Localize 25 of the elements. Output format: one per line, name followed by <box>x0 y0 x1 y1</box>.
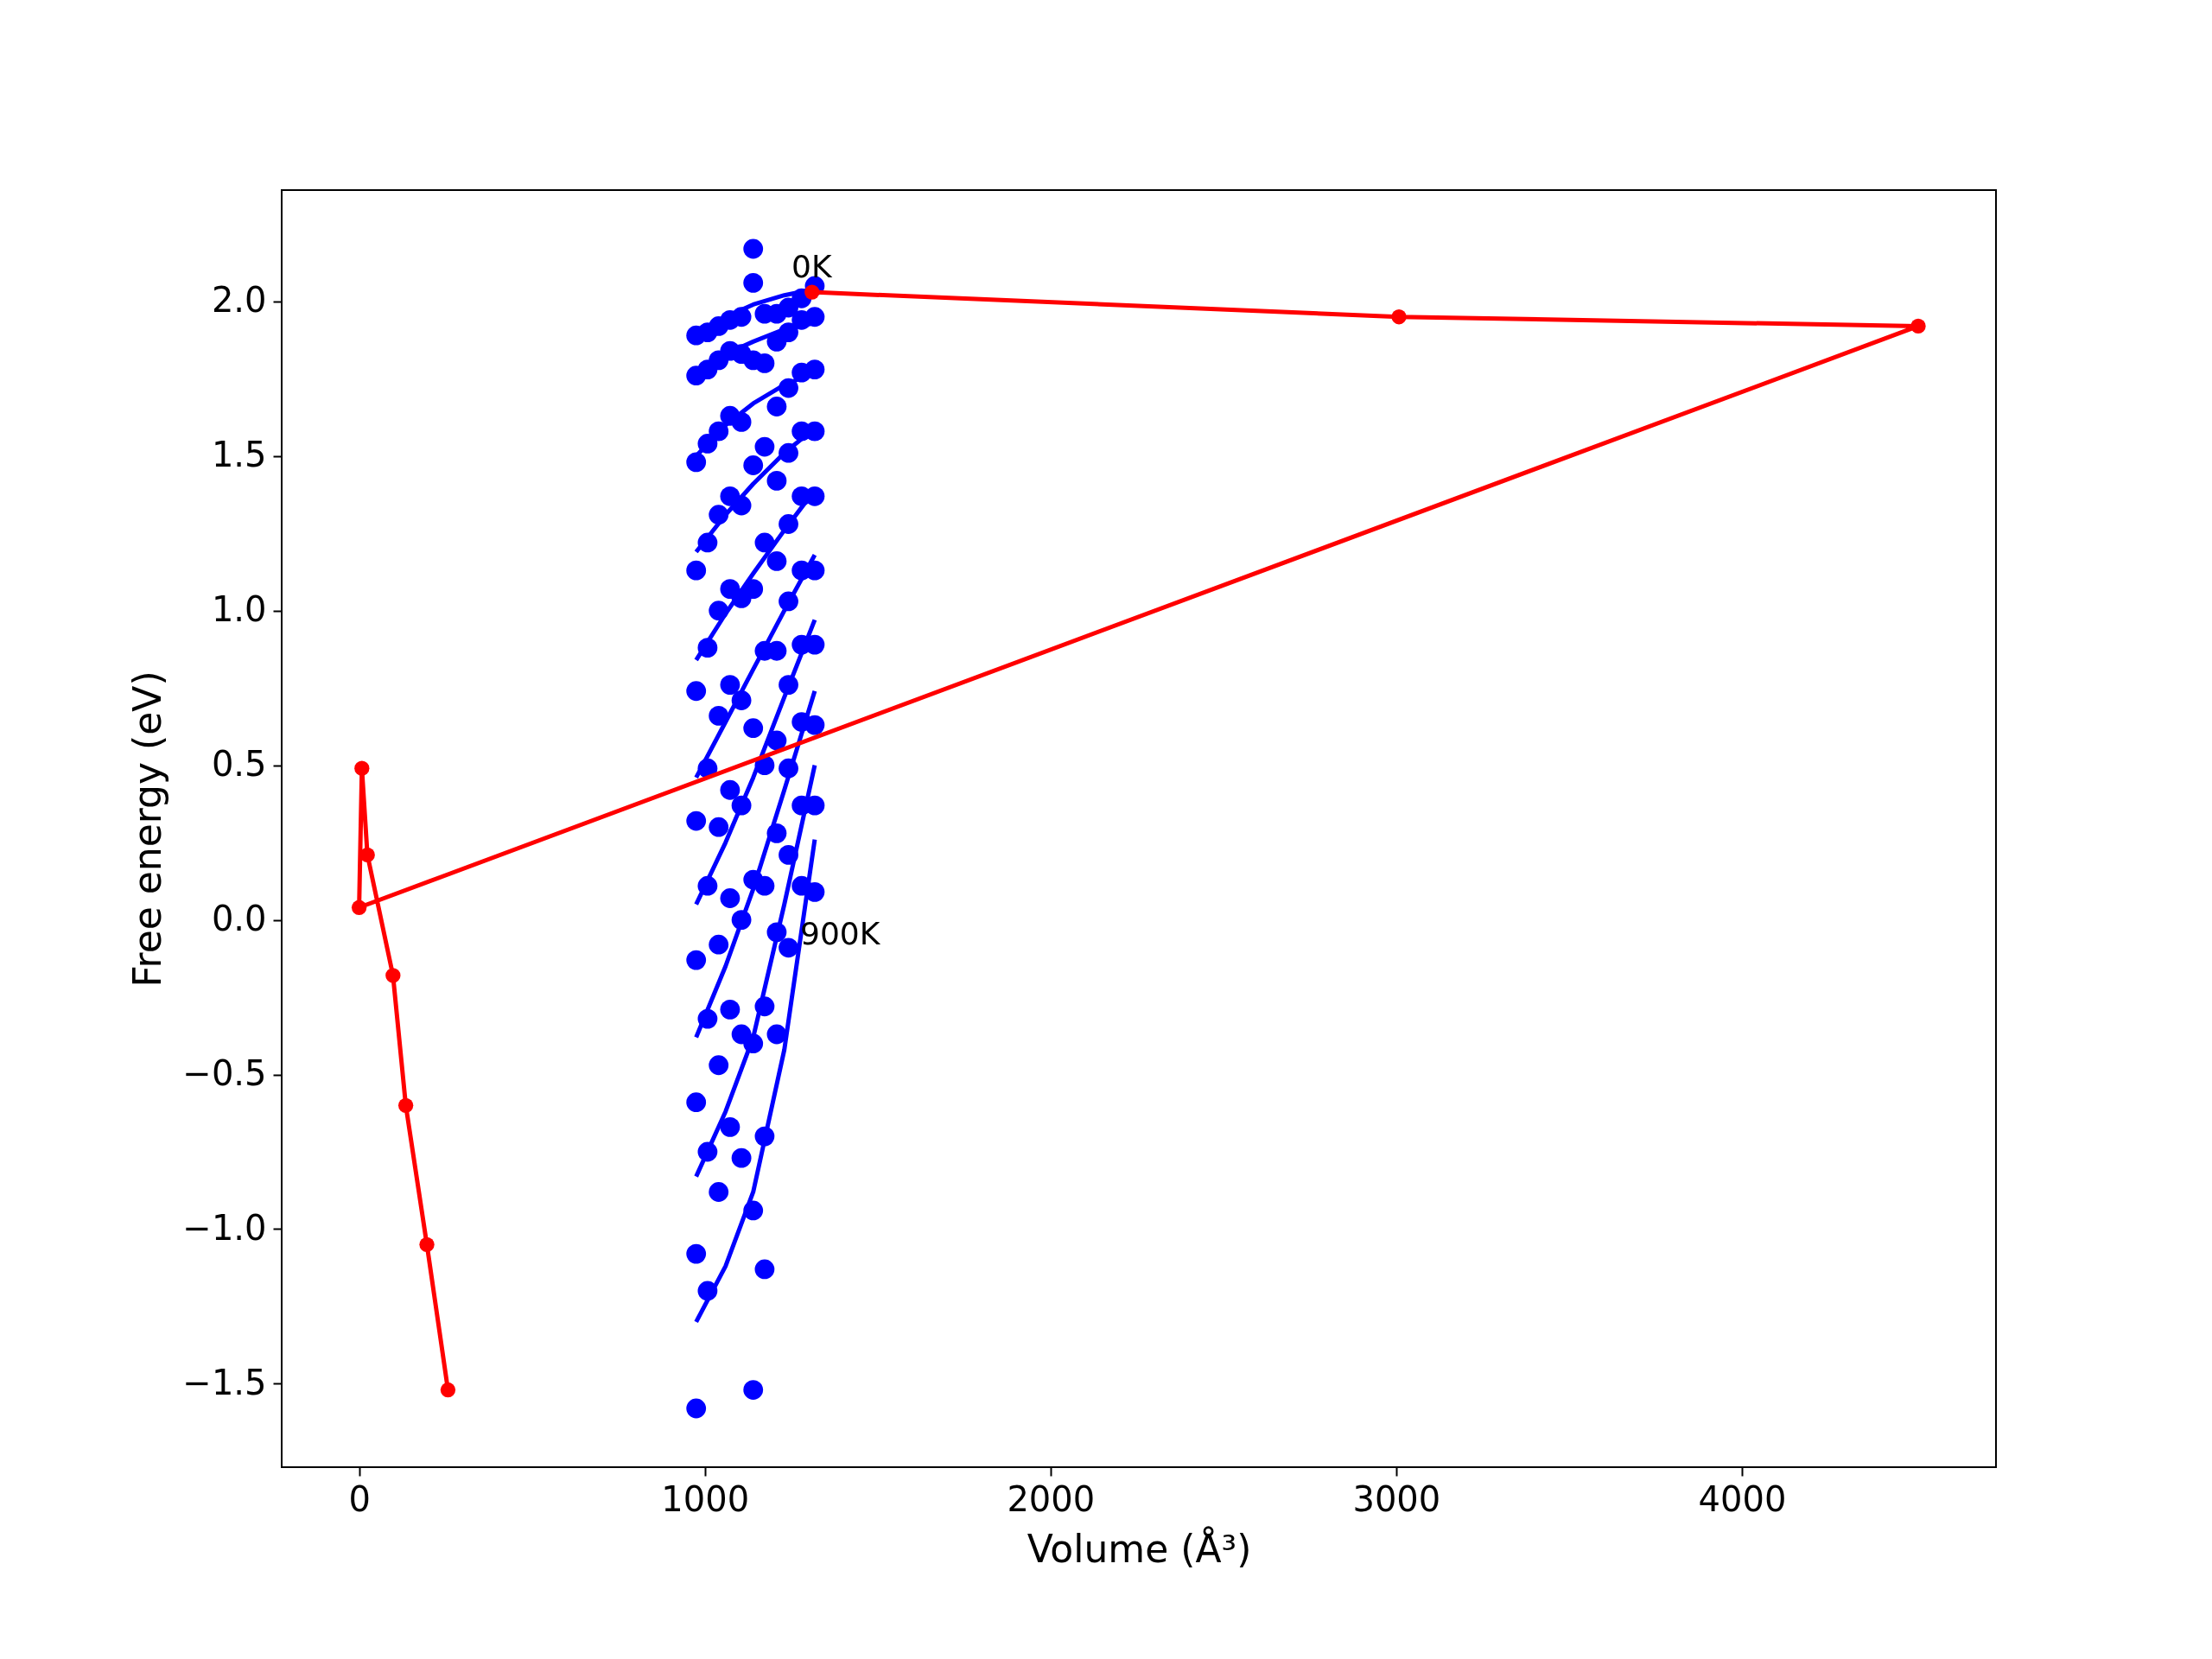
x-axis-title: Volume (Å³) <box>1027 1525 1252 1571</box>
y-tick-label: −1.0 <box>182 1207 267 1248</box>
x-tick-label: 4000 <box>1698 1478 1787 1519</box>
x-tick-label: 0 <box>348 1478 371 1519</box>
y-axis-title: Free energy (eV) <box>125 671 170 988</box>
y-tick-label: 0.5 <box>211 744 267 785</box>
x-tick-label: 2000 <box>1007 1478 1096 1519</box>
annotation: 0K <box>791 249 833 284</box>
x-tick-label: 1000 <box>661 1478 750 1519</box>
y-tick-label: −1.5 <box>182 1362 267 1402</box>
annotation: 900K <box>800 916 881 951</box>
point <box>1391 309 1407 325</box>
x-tick-label: 3000 <box>1352 1478 1441 1519</box>
point <box>419 1236 435 1252</box>
y-tick-label: 1.0 <box>211 589 267 630</box>
point <box>351 899 367 915</box>
point <box>354 760 370 776</box>
y-tick-label: 2.0 <box>211 280 267 321</box>
y-tick-label: −0.5 <box>182 1053 267 1094</box>
point <box>385 968 401 983</box>
point <box>397 1097 414 1113</box>
point <box>440 1382 456 1398</box>
y-tick-label: 1.5 <box>211 435 267 475</box>
point <box>1910 318 1926 334</box>
y-tick-label: 0.0 <box>211 899 267 939</box>
